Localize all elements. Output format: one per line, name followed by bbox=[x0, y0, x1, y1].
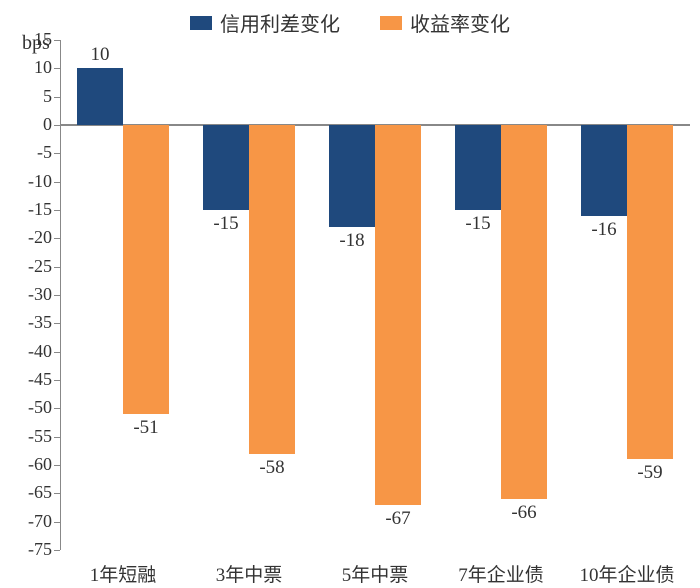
bar bbox=[329, 125, 375, 227]
y-tick-mark bbox=[54, 437, 60, 438]
data-label: -59 bbox=[637, 462, 662, 484]
data-label: -15 bbox=[465, 213, 490, 235]
y-tick-mark bbox=[54, 125, 60, 126]
x-tick-label: 3年中票 bbox=[216, 560, 283, 587]
y-tick-label: -75 bbox=[4, 539, 52, 560]
legend-swatch-2 bbox=[380, 16, 402, 30]
legend-label: 收益率变化 bbox=[410, 8, 510, 37]
y-tick-mark bbox=[54, 465, 60, 466]
y-tick-label: -10 bbox=[4, 171, 52, 192]
y-tick-mark bbox=[54, 210, 60, 211]
data-label: -18 bbox=[339, 230, 364, 252]
data-label: 10 bbox=[91, 44, 110, 66]
y-tick-mark bbox=[54, 68, 60, 69]
data-label: -58 bbox=[259, 457, 284, 479]
plot-area: 10 -51 -15 -58 -18 -67 -15 -66 -16 -59 bbox=[60, 40, 690, 550]
y-tick-mark bbox=[54, 323, 60, 324]
bar bbox=[77, 68, 123, 125]
y-tick-mark bbox=[54, 380, 60, 381]
bar bbox=[203, 125, 249, 210]
data-label: -66 bbox=[511, 502, 536, 524]
x-tick-label: 5年中票 bbox=[342, 560, 409, 587]
x-tick-label: 7年企业债 bbox=[458, 560, 544, 587]
y-tick-label: -40 bbox=[4, 341, 52, 362]
data-label: -51 bbox=[133, 417, 158, 439]
data-label: -16 bbox=[591, 219, 616, 241]
y-tick-label: -30 bbox=[4, 284, 52, 305]
legend-item: 信用利差变化 bbox=[190, 8, 340, 37]
y-tick-mark bbox=[54, 97, 60, 98]
y-tick-mark bbox=[54, 267, 60, 268]
y-tick-label: -25 bbox=[4, 256, 52, 277]
y-tick-mark bbox=[54, 153, 60, 154]
bar bbox=[249, 125, 295, 454]
y-tick-label: -55 bbox=[4, 426, 52, 447]
y-tick-mark bbox=[54, 352, 60, 353]
bar bbox=[375, 125, 421, 505]
bar-chart: 信用利差变化 收益率变化 bps 10-51-15-58-18-67-15-66… bbox=[0, 0, 700, 588]
y-tick-label: 15 bbox=[4, 29, 52, 50]
x-tick-label: 1年短融 bbox=[90, 560, 157, 587]
legend-swatch-1 bbox=[190, 16, 212, 30]
y-tick-mark bbox=[54, 550, 60, 551]
y-tick-mark bbox=[54, 238, 60, 239]
legend-label: 信用利差变化 bbox=[220, 8, 340, 37]
y-tick-mark bbox=[54, 295, 60, 296]
x-tick-label: 10年企业债 bbox=[579, 560, 674, 587]
bar bbox=[455, 125, 501, 210]
bar bbox=[581, 125, 627, 216]
legend: 信用利差变化 收益率变化 bbox=[0, 8, 700, 37]
y-axis-line bbox=[60, 40, 61, 550]
y-tick-label: 5 bbox=[4, 86, 52, 107]
y-tick-label: -15 bbox=[4, 199, 52, 220]
y-tick-label: -50 bbox=[4, 397, 52, 418]
y-tick-label: -35 bbox=[4, 312, 52, 333]
y-tick-mark bbox=[54, 522, 60, 523]
y-tick-mark bbox=[54, 40, 60, 41]
y-tick-label: 10 bbox=[4, 57, 52, 78]
y-tick-label: -70 bbox=[4, 511, 52, 532]
y-tick-label: -65 bbox=[4, 482, 52, 503]
bar bbox=[501, 125, 547, 499]
y-tick-label: -60 bbox=[4, 454, 52, 475]
y-tick-mark bbox=[54, 182, 60, 183]
y-tick-mark bbox=[54, 408, 60, 409]
data-label: -15 bbox=[213, 213, 238, 235]
y-tick-label: 0 bbox=[4, 114, 52, 135]
y-tick-label: -45 bbox=[4, 369, 52, 390]
bar bbox=[123, 125, 169, 414]
data-label: -67 bbox=[385, 508, 410, 530]
y-tick-mark bbox=[54, 493, 60, 494]
bar bbox=[627, 125, 673, 459]
y-tick-label: -20 bbox=[4, 227, 52, 248]
legend-item: 收益率变化 bbox=[380, 8, 510, 37]
y-tick-label: -5 bbox=[4, 142, 52, 163]
